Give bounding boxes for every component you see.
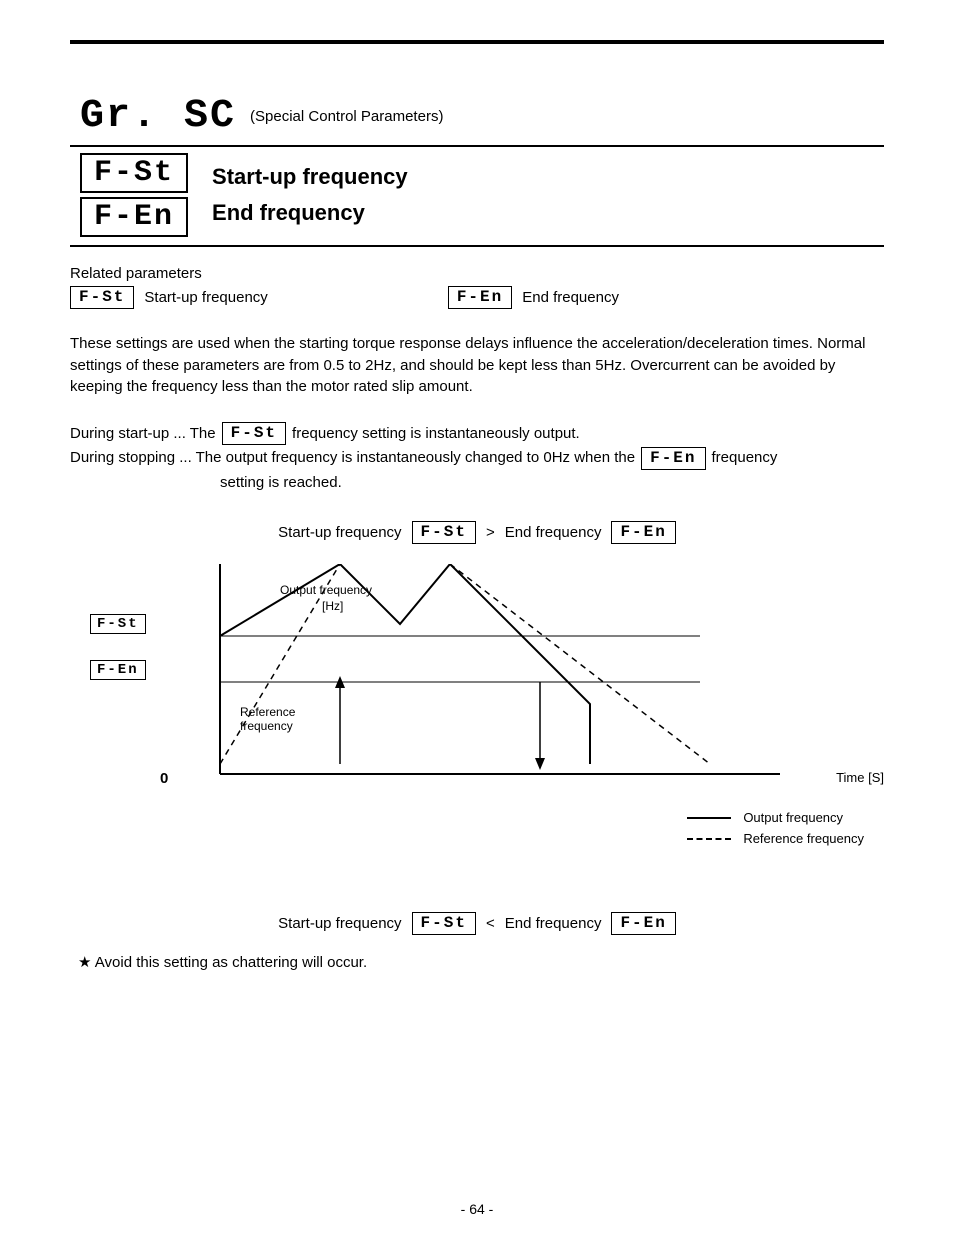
behaviour-lines: During start-up ... The F-St frequency s… [70,422,884,493]
stopping-code: F-En [641,447,705,470]
chart2-code1: F-St [412,912,476,935]
group-note: (Special Control Parameters) [250,108,443,125]
startup-post: frequency setting is instantaneously out… [292,423,580,445]
related-p2-label: End frequency [522,289,619,306]
chart2-op: < [486,915,495,932]
related-p1-code: F-St [70,286,134,309]
reffreq-label-1: Reference [240,705,296,719]
startup-pre: During start-up ... The [70,423,216,445]
chart1-cap-pre: Start-up frequency [278,524,401,541]
chart2-code2: F-En [611,912,675,935]
related-parameters: Related parameters F-St Start-up frequen… [70,265,884,309]
top-rule [70,40,884,44]
startup-code: F-St [222,422,286,445]
param1-code-box: F-St [80,153,188,193]
legend-solid-icon [687,817,731,819]
reffreq-label-2: frequency [240,719,293,733]
page-number: - 64 - [0,1201,954,1217]
param-title-block: F-St F-En Start-up frequency End frequen… [70,145,884,247]
chart2-caption: Start-up frequency F-St < End frequency … [60,912,894,935]
outfreq-label: Output frequency [280,583,372,597]
chart2-cap-mid: End frequency [505,915,602,932]
group-header: Gr. SC (Special Control Parameters) [80,94,894,139]
chart1-cap-mid: End frequency [505,524,602,541]
legend-dash-icon [687,838,731,840]
related-p1-label: Start-up frequency [144,289,267,306]
chart1-code1: F-St [412,521,476,544]
chart1: F-St F-En 0 Time [S] [100,554,854,814]
stopping-post: frequency [712,447,778,469]
param2-code-box: F-En [80,197,188,237]
stopping-cont: setting is reached. [220,472,342,494]
stopping-pre: During stopping ... The output frequency… [70,447,635,469]
intro-paragraph: These settings are used when the startin… [70,333,884,398]
chart1-op: > [486,524,495,541]
related-label: Related parameters [70,265,884,282]
chart1-caption: Start-up frequency F-St > End frequency … [60,521,894,544]
legend-out: Output frequency [743,810,843,825]
group-code: Gr. SC [80,94,236,139]
chart2-cap-pre: Start-up frequency [278,915,401,932]
hz-label: [Hz] [322,599,343,613]
legend-ref: Reference frequency [743,831,864,846]
param1-title: Start-up frequency [212,164,408,190]
footnote: ★ Avoid this setting as chattering will … [78,953,884,971]
legend: Output frequency Reference frequency [687,804,864,852]
chart-svg: Output frequency [Hz] Reference frequenc… [140,564,900,804]
y-label-fst: F-St [90,614,146,634]
y-label-fen: F-En [90,660,146,680]
chart1-code2: F-En [611,521,675,544]
param2-title: End frequency [212,200,408,226]
related-p2-code: F-En [448,286,512,309]
